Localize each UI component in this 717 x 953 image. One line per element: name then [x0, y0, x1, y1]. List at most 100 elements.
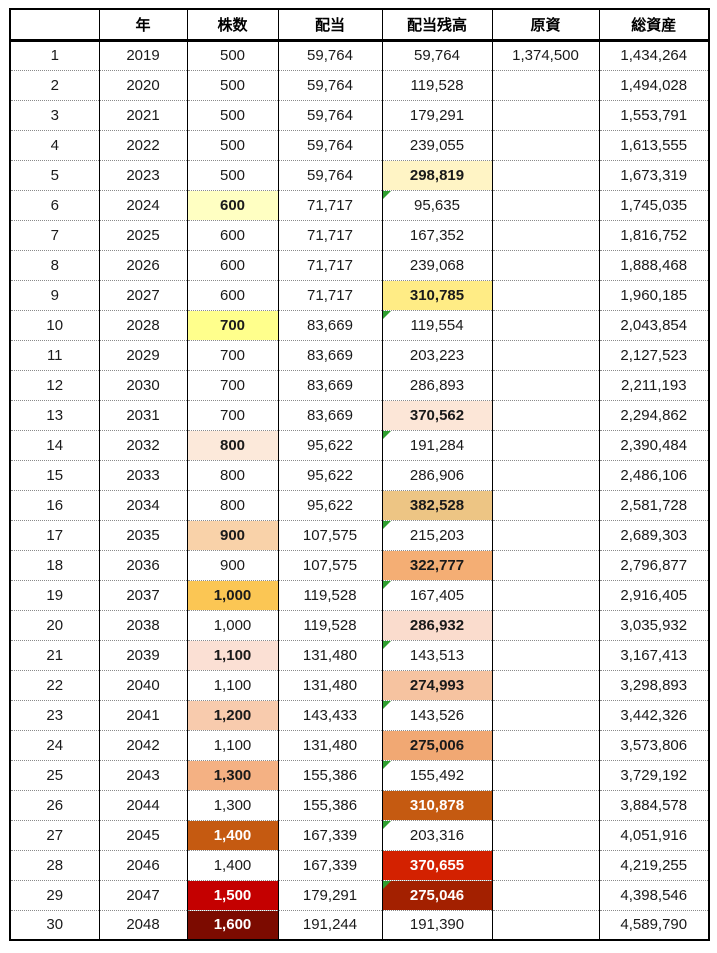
total-assets-cell[interactable]: 1,613,555 — [598, 129, 710, 160]
dividend-cell[interactable]: 155,386 — [277, 789, 383, 820]
total-assets-cell[interactable]: 3,729,192 — [598, 759, 710, 790]
year-cell[interactable]: 2032 — [98, 429, 188, 460]
row-number-cell[interactable]: 21 — [9, 639, 100, 670]
shares-cell[interactable]: 700 — [186, 399, 279, 430]
total-assets-cell[interactable]: 2,486,106 — [598, 459, 710, 490]
dividend-balance-cell[interactable]: 298,819 — [381, 159, 493, 190]
row-number-cell[interactable]: 10 — [9, 309, 100, 340]
principal-cell[interactable] — [491, 339, 600, 370]
total-assets-cell[interactable]: 4,219,255 — [598, 849, 710, 880]
row-number-cell[interactable]: 5 — [9, 159, 100, 190]
year-cell[interactable]: 2019 — [98, 40, 188, 70]
principal-cell[interactable] — [491, 699, 600, 730]
dividend-balance-cell[interactable]: 370,655 — [381, 849, 493, 880]
shares-cell[interactable]: 1,000 — [186, 579, 279, 610]
year-cell[interactable]: 2042 — [98, 729, 188, 760]
total-assets-cell[interactable]: 2,581,728 — [598, 489, 710, 520]
principal-cell[interactable] — [491, 429, 600, 460]
row-number-cell[interactable]: 13 — [9, 399, 100, 430]
dividend-cell[interactable]: 191,244 — [277, 909, 383, 940]
total-assets-cell[interactable]: 3,573,806 — [598, 729, 710, 760]
year-cell[interactable]: 2044 — [98, 789, 188, 820]
dividend-balance-cell[interactable]: 203,316 — [381, 819, 493, 850]
shares-cell[interactable]: 1,100 — [186, 729, 279, 760]
year-cell[interactable]: 2024 — [98, 189, 188, 220]
total-assets-cell[interactable]: 2,043,854 — [598, 309, 710, 340]
principal-cell[interactable] — [491, 579, 600, 610]
year-cell[interactable]: 2021 — [98, 99, 188, 130]
year-cell[interactable]: 2039 — [98, 639, 188, 670]
dividend-balance-cell[interactable]: 370,562 — [381, 399, 493, 430]
row-number-cell[interactable]: 1 — [9, 40, 100, 70]
year-cell[interactable]: 2035 — [98, 519, 188, 550]
total-assets-cell[interactable]: 1,816,752 — [598, 219, 710, 250]
dividend-balance-cell[interactable]: 143,526 — [381, 699, 493, 730]
shares-cell[interactable]: 900 — [186, 519, 279, 550]
dividend-cell[interactable]: 107,575 — [277, 549, 383, 580]
shares-cell[interactable]: 600 — [186, 219, 279, 250]
dividend-cell[interactable]: 59,764 — [277, 129, 383, 160]
shares-cell[interactable]: 800 — [186, 489, 279, 520]
shares-cell[interactable]: 500 — [186, 129, 279, 160]
row-number-cell[interactable]: 16 — [9, 489, 100, 520]
dividend-cell[interactable]: 83,669 — [277, 339, 383, 370]
year-cell[interactable]: 2025 — [98, 219, 188, 250]
dividend-balance-cell[interactable]: 95,635 — [381, 189, 493, 220]
dividend-balance-cell[interactable]: 275,006 — [381, 729, 493, 760]
shares-cell[interactable]: 1,500 — [186, 879, 279, 910]
year-cell[interactable]: 2045 — [98, 819, 188, 850]
dividend-cell[interactable]: 71,717 — [277, 189, 383, 220]
principal-cell[interactable] — [491, 819, 600, 850]
shares-cell[interactable]: 500 — [186, 99, 279, 130]
row-number-cell[interactable]: 8 — [9, 249, 100, 280]
shares-cell[interactable]: 600 — [186, 279, 279, 310]
row-number-cell[interactable]: 9 — [9, 279, 100, 310]
row-number-cell[interactable]: 12 — [9, 369, 100, 400]
year-cell[interactable]: 2047 — [98, 879, 188, 910]
dividend-balance-cell[interactable]: 179,291 — [381, 99, 493, 130]
shares-cell[interactable]: 500 — [186, 69, 279, 100]
dividend-cell[interactable]: 107,575 — [277, 519, 383, 550]
header-cell-blank[interactable] — [9, 9, 100, 42]
dividend-balance-cell[interactable]: 191,284 — [381, 429, 493, 460]
dividend-cell[interactable]: 143,433 — [277, 699, 383, 730]
total-assets-cell[interactable]: 1,745,035 — [598, 189, 710, 220]
shares-cell[interactable]: 1,100 — [186, 639, 279, 670]
shares-cell[interactable]: 800 — [186, 429, 279, 460]
row-number-cell[interactable]: 3 — [9, 99, 100, 130]
year-cell[interactable]: 2048 — [98, 909, 188, 940]
shares-cell[interactable]: 1,000 — [186, 609, 279, 640]
dividend-balance-cell[interactable]: 274,993 — [381, 669, 493, 700]
year-cell[interactable]: 2029 — [98, 339, 188, 370]
shares-cell[interactable]: 600 — [186, 189, 279, 220]
principal-cell[interactable] — [491, 309, 600, 340]
total-assets-cell[interactable]: 1,673,319 — [598, 159, 710, 190]
dividend-cell[interactable]: 83,669 — [277, 369, 383, 400]
dividend-cell[interactable]: 131,480 — [277, 729, 383, 760]
dividend-cell[interactable]: 59,764 — [277, 40, 383, 70]
dividend-balance-cell[interactable]: 286,906 — [381, 459, 493, 490]
row-number-cell[interactable]: 4 — [9, 129, 100, 160]
total-assets-cell[interactable]: 3,298,893 — [598, 669, 710, 700]
dividend-balance-cell[interactable]: 167,352 — [381, 219, 493, 250]
header-cell-total-assets[interactable]: 総資産 — [598, 9, 710, 42]
year-cell[interactable]: 2034 — [98, 489, 188, 520]
dividend-cell[interactable]: 131,480 — [277, 669, 383, 700]
row-number-cell[interactable]: 17 — [9, 519, 100, 550]
dividend-cell[interactable]: 71,717 — [277, 249, 383, 280]
principal-cell[interactable] — [491, 399, 600, 430]
row-number-cell[interactable]: 26 — [9, 789, 100, 820]
row-number-cell[interactable]: 28 — [9, 849, 100, 880]
dividend-cell[interactable]: 179,291 — [277, 879, 383, 910]
total-assets-cell[interactable]: 3,884,578 — [598, 789, 710, 820]
principal-cell[interactable] — [491, 879, 600, 910]
year-cell[interactable]: 2028 — [98, 309, 188, 340]
dividend-balance-cell[interactable]: 143,513 — [381, 639, 493, 670]
dividend-balance-cell[interactable]: 155,492 — [381, 759, 493, 790]
principal-cell[interactable]: 1,374,500 — [491, 40, 600, 70]
row-number-cell[interactable]: 7 — [9, 219, 100, 250]
principal-cell[interactable] — [491, 519, 600, 550]
principal-cell[interactable] — [491, 669, 600, 700]
header-cell-dividend-balance[interactable]: 配当残高 — [381, 9, 493, 42]
row-number-cell[interactable]: 11 — [9, 339, 100, 370]
